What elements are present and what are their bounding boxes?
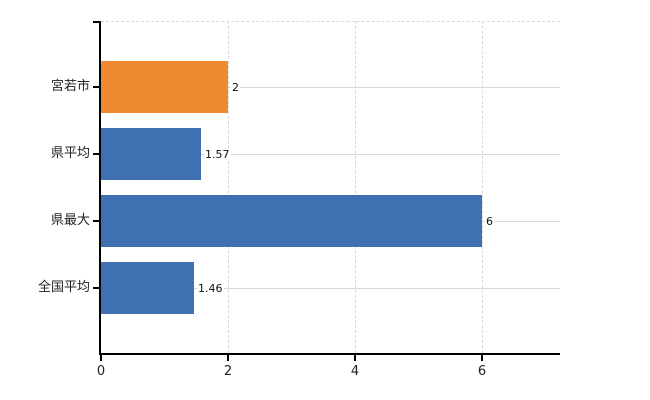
vertical-gridline [482, 21, 483, 353]
vertical-gridline [228, 21, 229, 353]
x-axis-tick [227, 355, 229, 361]
category-label-宮若市: 宮若市 [50, 79, 90, 94]
vertical-gridline [355, 21, 356, 353]
x-axis-tick [100, 355, 102, 361]
horizontal-gridline [101, 288, 560, 289]
plot-area-top-border [101, 21, 560, 22]
y-axis-tick [93, 287, 99, 289]
category-label-県平均: 県平均 [50, 146, 90, 161]
y-axis-top-tick [93, 21, 99, 23]
bar-value-label: 1.46 [197, 282, 224, 295]
y-axis-tick [93, 86, 99, 88]
horizontal-gridline [101, 154, 560, 155]
x-axis-tick [354, 355, 356, 361]
bar-県平均 [101, 128, 201, 180]
category-label-県最大: 県最大 [50, 213, 90, 228]
x-axis-line [99, 353, 560, 355]
bar-value-label: 1.57 [204, 148, 231, 161]
horizontal-gridline [101, 87, 560, 88]
y-axis-tick [93, 153, 99, 155]
x-axis-tick-label: 6 [477, 364, 487, 379]
x-axis-tick-label: 0 [96, 364, 106, 379]
x-axis-tick-label: 2 [223, 364, 233, 379]
bar-県最大 [101, 195, 482, 247]
category-label-全国平均: 全国平均 [37, 280, 90, 295]
x-axis-tick-label: 4 [350, 364, 360, 379]
bar-全国平均 [101, 262, 194, 314]
bar-value-label: 6 [485, 215, 494, 228]
bar-value-label: 2 [231, 81, 240, 94]
y-axis-line [99, 21, 101, 354]
y-axis-tick [93, 220, 99, 222]
x-axis-tick [481, 355, 483, 361]
bar-宮若市 [101, 61, 228, 113]
